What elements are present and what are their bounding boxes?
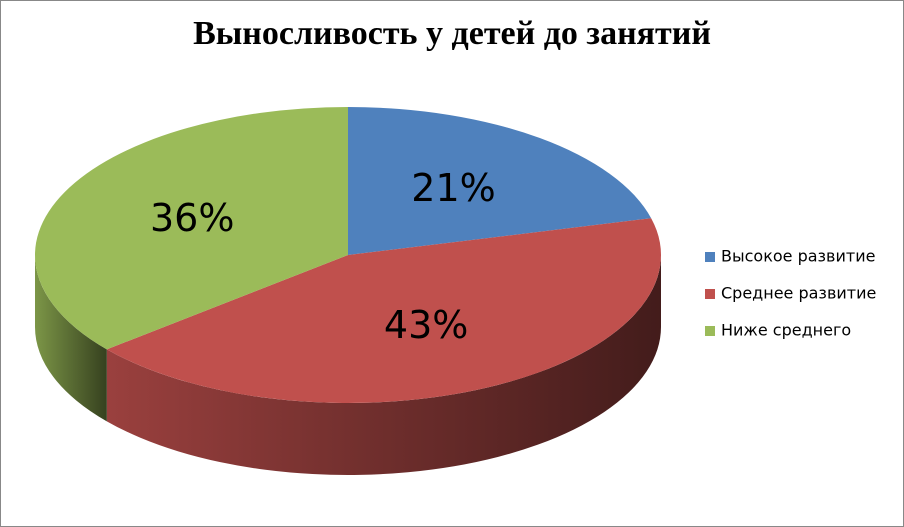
legend-label: Среднее развитие [721,284,876,303]
data-label: 36% [150,196,234,240]
legend-swatch [705,326,715,336]
legend-label: Высокое развитие [721,247,875,266]
chart-title: Выносливость у детей до занятий [193,15,711,52]
legend-swatch [705,252,715,262]
data-label: 43% [384,303,468,347]
pie-slice-side [34,255,107,422]
pie-slice [106,218,661,403]
data-label: 21% [411,166,495,210]
pie-slice-side [106,255,662,475]
legend-swatch [705,289,715,299]
pie-slice [348,107,652,255]
pie-slice [34,107,349,350]
legend-label: Ниже среднего [721,321,851,340]
